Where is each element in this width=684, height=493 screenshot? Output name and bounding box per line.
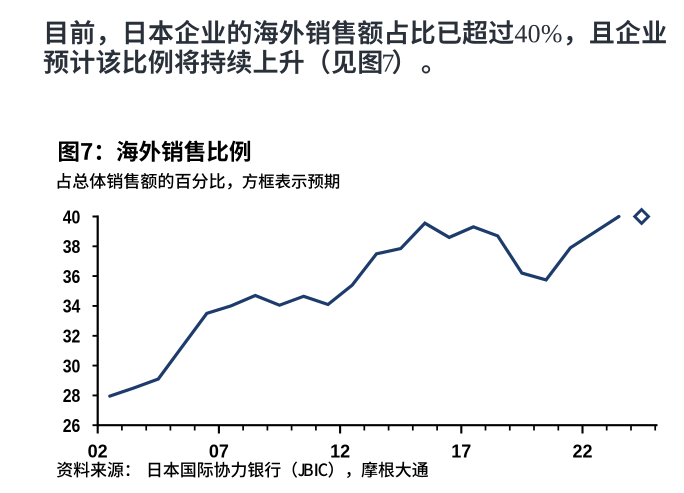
svg-text:32: 32 — [63, 327, 81, 347]
svg-text:40: 40 — [63, 207, 81, 227]
svg-text:30: 30 — [63, 356, 81, 376]
svg-text:26: 26 — [63, 416, 81, 436]
svg-text:28: 28 — [63, 386, 81, 406]
svg-text:22: 22 — [572, 442, 592, 462]
svg-text:38: 38 — [63, 237, 81, 257]
svg-text:07: 07 — [209, 442, 229, 462]
svg-text:36: 36 — [63, 267, 81, 287]
svg-text:12: 12 — [330, 442, 350, 462]
svg-text:02: 02 — [88, 442, 108, 462]
svg-text:34: 34 — [63, 297, 81, 317]
svg-text:17: 17 — [451, 442, 471, 462]
